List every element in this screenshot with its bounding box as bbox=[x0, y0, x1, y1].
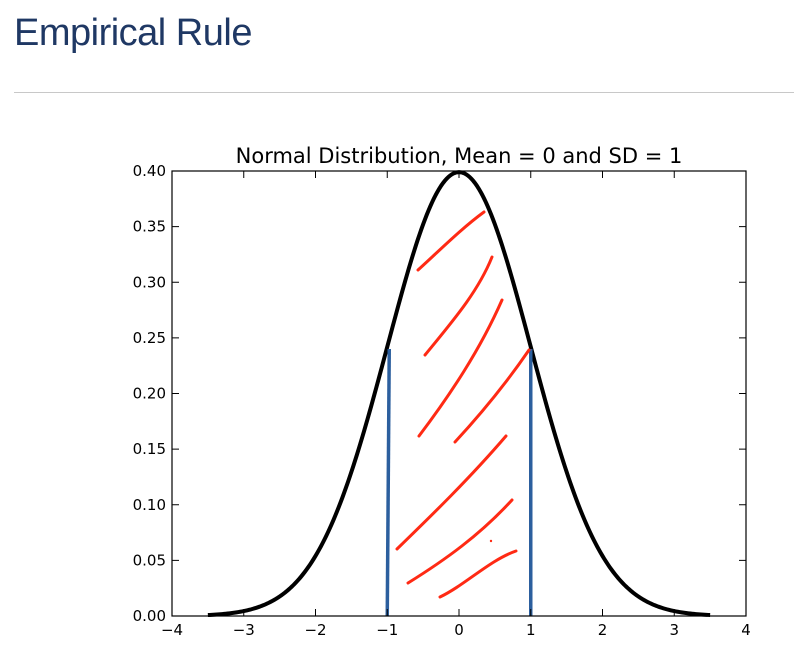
x-tick-label: 0 bbox=[454, 621, 464, 639]
y-tick-label: 0.15 bbox=[133, 440, 166, 458]
x-tick-label: 3 bbox=[669, 621, 679, 639]
x-tick-label: 1 bbox=[526, 621, 536, 639]
x-tick-label: 2 bbox=[598, 621, 608, 639]
x-tick-label: −3 bbox=[233, 621, 255, 639]
hatch-dot bbox=[489, 539, 493, 543]
x-tick-label: 4 bbox=[741, 621, 751, 639]
x-tick-label: −4 bbox=[161, 621, 183, 639]
hatch-stroke bbox=[423, 255, 494, 357]
title-divider bbox=[14, 92, 794, 93]
hatch-stroke bbox=[453, 348, 531, 444]
y-tick-label: 0.20 bbox=[133, 385, 166, 403]
x-tick-label: −1 bbox=[376, 621, 398, 639]
y-tick-label: 0.05 bbox=[133, 551, 166, 569]
y-tick-label: 0.25 bbox=[133, 329, 166, 347]
x-tick-label: −2 bbox=[304, 621, 326, 639]
hatch-stroke bbox=[406, 498, 514, 585]
chart-title: Normal Distribution, Mean = 0 and SD = 1 bbox=[236, 144, 683, 168]
y-tick-label: 0.00 bbox=[133, 607, 166, 625]
y-tick-label: 0.35 bbox=[133, 218, 166, 236]
y-tick-label: 0.40 bbox=[133, 162, 166, 180]
sd-marker-minus-one bbox=[385, 348, 391, 617]
hatch-stroke bbox=[416, 210, 486, 272]
slide-title: Empirical Rule bbox=[14, 12, 252, 54]
y-tick-label: 0.30 bbox=[133, 273, 166, 291]
y-tick-label: 0.10 bbox=[133, 496, 166, 514]
hatch-stroke bbox=[438, 549, 518, 599]
hatch-stroke bbox=[417, 298, 504, 438]
hatch-stroke bbox=[395, 434, 508, 551]
